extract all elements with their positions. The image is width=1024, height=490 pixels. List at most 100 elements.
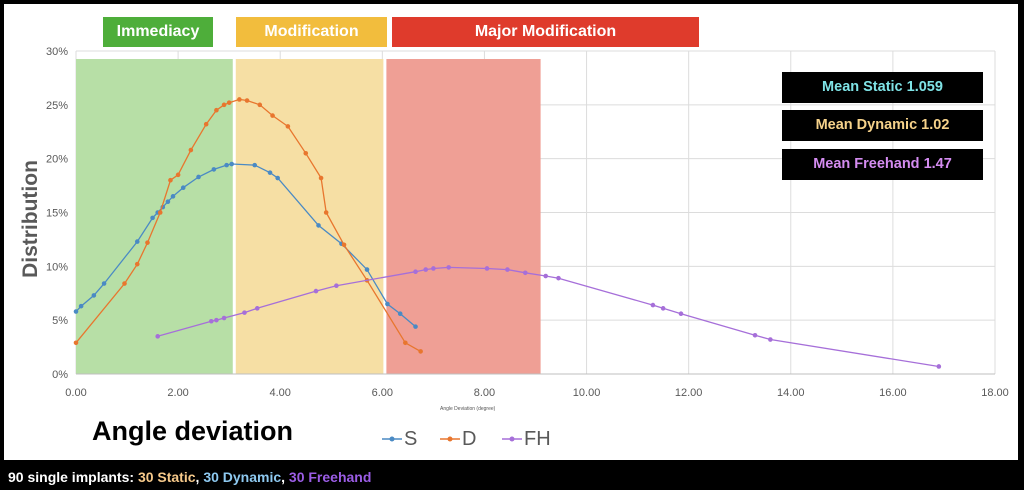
y-tick-label: 10%: [46, 261, 68, 273]
data-point-d: [122, 281, 127, 286]
data-point-fh: [522, 270, 528, 276]
data-point-d: [257, 102, 263, 108]
data-point-s: [397, 311, 403, 317]
data-point-s: [170, 194, 176, 199]
data-point-s: [134, 239, 140, 244]
x-tick-label: 14.00: [777, 387, 805, 399]
data-point-s: [385, 301, 390, 307]
legend-marker-s: [382, 436, 402, 442]
data-point-fh: [155, 334, 160, 339]
data-point-fh: [313, 288, 319, 294]
data-point-s: [211, 167, 217, 172]
data-point-d: [221, 102, 227, 108]
mean-dynamic-box: Mean Dynamic 1.02: [782, 110, 983, 141]
data-point-fh: [242, 310, 247, 315]
x-axis-label: Angle Deviation (degree): [440, 406, 496, 412]
data-point-d: [270, 113, 275, 118]
data-point-s: [165, 199, 171, 205]
footer-prefix: 90 single implants:: [8, 469, 138, 485]
data-point-s: [316, 223, 321, 228]
data-point-fh: [221, 315, 227, 321]
data-point-s: [196, 174, 201, 180]
data-point-d: [303, 150, 309, 156]
mean-freehand-box: Mean Freehand 1.47: [782, 149, 983, 180]
data-point-fh: [254, 306, 260, 311]
data-point-d: [145, 240, 150, 245]
legend-marker-fh: [502, 436, 522, 442]
data-point-d: [203, 121, 209, 127]
data-point-fh: [505, 267, 510, 272]
legend-label-fh: FH: [524, 428, 551, 450]
band-region: [384, 59, 541, 374]
y-tick-label: 30%: [46, 46, 68, 58]
data-point-d: [214, 107, 219, 113]
data-point-fh: [556, 275, 561, 281]
data-point-d: [237, 97, 242, 102]
data-point-s: [364, 267, 370, 272]
x-tick-label: 18.00: [981, 387, 1009, 399]
x-tick-label: 8.00: [474, 387, 495, 399]
band-region: [76, 59, 235, 374]
data-point-d: [188, 147, 194, 153]
legend-label-s: S: [404, 428, 418, 450]
data-point-d: [226, 100, 232, 105]
footer-freehand: 30 Freehand: [288, 469, 372, 485]
footer-sep-1: ,: [195, 469, 204, 485]
x-tick-label: 4.00: [270, 387, 291, 399]
data-point-fh: [936, 364, 942, 369]
y-axis-label: Distribution: [19, 160, 42, 278]
data-point-fh: [650, 302, 656, 308]
x-tick-label: 16.00: [879, 387, 907, 399]
band-label-immediacy: Immediacy: [103, 17, 213, 47]
legend-item-fh: FH: [502, 428, 552, 450]
data-point-d: [285, 124, 291, 129]
data-point-fh: [660, 306, 666, 311]
data-point-d: [73, 340, 79, 346]
legend-item-d: D: [440, 428, 480, 450]
footer-sep-2: ,: [281, 469, 289, 485]
data-point-fh: [446, 265, 452, 270]
data-point-d: [168, 177, 173, 183]
data-point-d: [318, 175, 324, 181]
data-point-fh: [208, 318, 214, 324]
data-point-fh: [431, 266, 436, 271]
footer-dynamic: 30 Dynamic: [203, 469, 282, 485]
data-point-fh: [678, 311, 684, 317]
mean-static-box: Mean Static 1.059: [782, 72, 983, 103]
data-point-d: [244, 98, 250, 103]
data-point-s: [224, 162, 229, 168]
legend-label-d: D: [462, 428, 477, 450]
data-point-s: [91, 293, 97, 298]
chart-frame: 0.00 2.00 4.00 6.00 8.00 10.00 12.00 14.00 16.00…: [4, 4, 1018, 460]
data-point-s: [229, 161, 235, 167]
data-point-fh: [423, 267, 429, 272]
data-point-d: [134, 261, 140, 267]
data-point-s: [267, 170, 273, 175]
x-tick-label: 0.00: [65, 387, 86, 399]
data-point-s: [73, 309, 79, 314]
angle-deviation-caption: Angle deviation: [92, 416, 294, 446]
data-point-s: [275, 175, 280, 181]
band-label-major-modification: Major Modification: [392, 17, 699, 47]
x-tick-label: 2.00: [167, 387, 188, 399]
data-point-fh: [543, 273, 549, 279]
footer-static: 30 Static: [137, 469, 196, 485]
x-tick-label: 6.00: [372, 387, 393, 399]
y-tick-label: 0%: [52, 369, 68, 381]
x-tick-label: 12.00: [675, 387, 703, 399]
data-point-s: [150, 215, 155, 221]
y-tick-label: 25%: [46, 100, 68, 112]
data-point-s: [78, 303, 84, 309]
footer-caption: 90 single implants: 30 Static, 30 Dynami…: [8, 469, 371, 485]
data-point-s: [101, 281, 107, 286]
data-point-fh: [752, 332, 758, 338]
legend-marker-d: [440, 436, 460, 442]
data-point-d: [175, 172, 181, 178]
data-point-fh: [768, 337, 773, 342]
data-point-fh: [413, 269, 418, 275]
data-point-d: [418, 349, 423, 354]
x-tick-label: 10.00: [573, 387, 601, 399]
data-point-s: [180, 185, 186, 191]
data-point-fh: [334, 283, 339, 289]
band-region: [234, 59, 385, 374]
